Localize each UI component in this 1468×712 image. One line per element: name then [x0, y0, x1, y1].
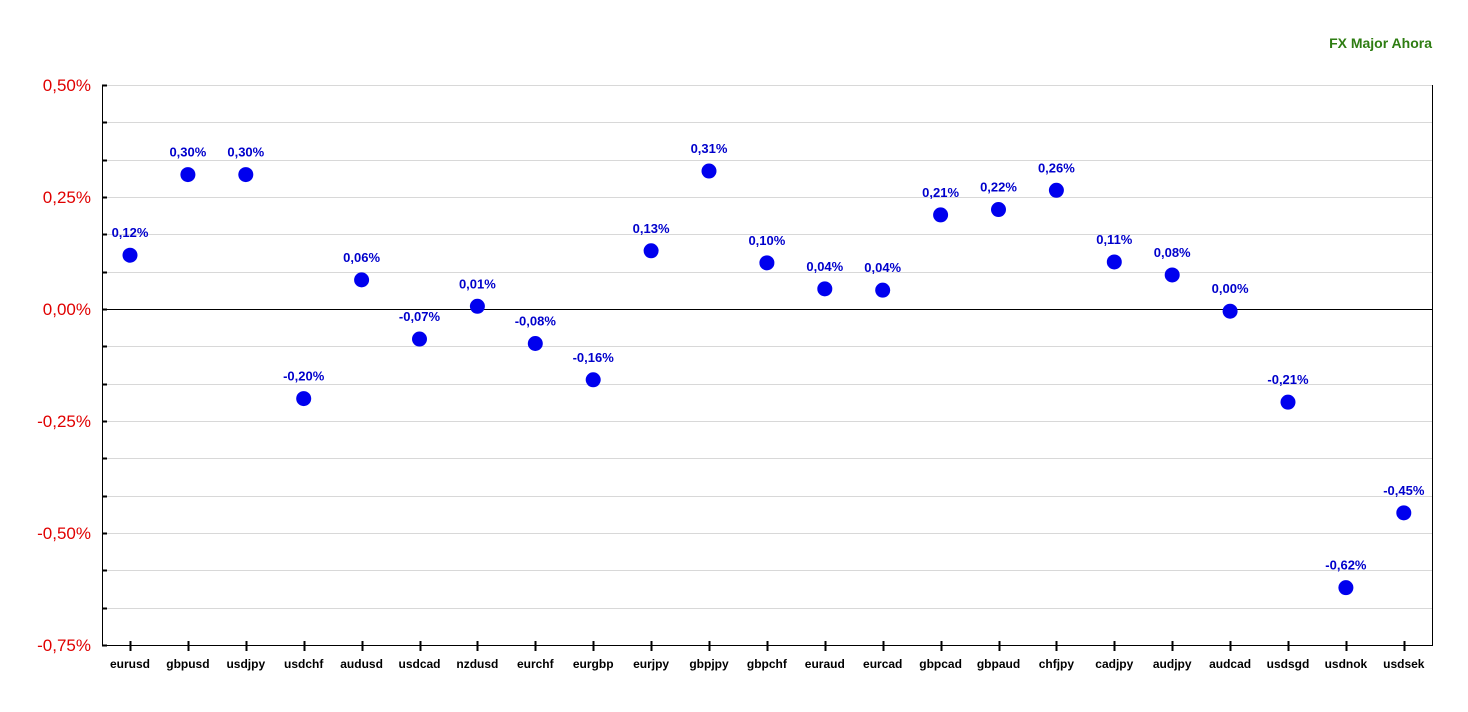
x-tick-label: chfjpy	[1039, 657, 1075, 671]
x-tick-label: usdsgd	[1267, 657, 1310, 671]
data-point	[701, 163, 717, 179]
data-label: 0,01%	[459, 276, 496, 291]
y-tick-label: -0,75%	[37, 636, 91, 655]
data-label: -0,16%	[573, 350, 615, 365]
data-label: -0,20%	[283, 369, 325, 384]
data-point	[1396, 505, 1412, 521]
x-tick-label: gbpcad	[919, 657, 962, 671]
data-point	[933, 207, 949, 223]
data-point	[296, 391, 312, 407]
data-label: 0,26%	[1038, 160, 1075, 175]
data-label: 0,10%	[748, 233, 785, 248]
x-tick-label: audcad	[1209, 657, 1251, 671]
x-tick-label: usdnok	[1325, 657, 1368, 671]
data-label: 0,31%	[691, 141, 728, 156]
x-tick-label: audjpy	[1153, 657, 1192, 671]
data-label: 0,21%	[922, 185, 959, 200]
data-label: 0,08%	[1154, 245, 1191, 260]
y-tick-label: 0,50%	[43, 76, 91, 95]
x-tick-label: usdcad	[398, 657, 440, 671]
data-point	[527, 335, 543, 351]
data-label: 0,04%	[806, 259, 843, 274]
data-point	[991, 202, 1006, 218]
data-point	[875, 282, 891, 298]
y-tick-label: -0,50%	[37, 524, 91, 543]
data-points	[122, 163, 1412, 596]
data-point	[354, 272, 370, 288]
y-tick-label: 0,25%	[43, 188, 91, 207]
data-point	[412, 331, 427, 347]
x-tick-label: usdsek	[1383, 657, 1425, 671]
data-point	[469, 298, 485, 314]
x-tick-label: gbpchf	[747, 657, 788, 671]
data-label: 0,00%	[1212, 281, 1249, 296]
x-tick-label: eurjpy	[633, 657, 669, 671]
x-tick-label: eurgbp	[573, 657, 614, 671]
x-tick-label: eurcad	[863, 657, 902, 671]
data-label: 0,13%	[633, 221, 670, 236]
x-tick-label: gbpusd	[166, 657, 209, 671]
x-tick-label: gbpjpy	[689, 657, 729, 671]
data-label: -0,21%	[1267, 372, 1309, 387]
chart-title: FX Major Ahora	[1329, 35, 1432, 51]
x-tick-label: euraud	[805, 657, 845, 671]
data-label: 0,12%	[112, 225, 149, 240]
y-tick-labels: 0,50% 0,25% 0,00% -0,25% -0,50% -0,75%	[37, 76, 91, 655]
data-labels: 0,12% 0,30% 0,30% -0,20% 0,06% -0,07% 0,01% -0,…	[112, 141, 1425, 573]
x-tick-label: usdchf	[284, 657, 324, 671]
x-tick-label: audusd	[340, 657, 383, 671]
y-tick-label: -0,25%	[37, 412, 91, 431]
data-point	[122, 247, 138, 263]
data-label: 0,30%	[169, 145, 206, 160]
data-point	[180, 167, 196, 183]
data-label: 0,11%	[1096, 232, 1133, 247]
data-point	[1280, 394, 1296, 410]
x-tick-label: nzdusd	[456, 657, 498, 671]
data-point	[238, 167, 254, 183]
data-point	[585, 372, 601, 388]
x-tick-label: cadjpy	[1095, 657, 1133, 671]
x-tick-label: eurusd	[110, 657, 150, 671]
x-tick-labels: eurusd gbpusd usdjpy usdchf audusd usdcad nzdu…	[110, 657, 1425, 671]
data-point	[817, 281, 833, 297]
data-point	[643, 243, 659, 259]
data-label: 0,04%	[864, 260, 901, 275]
data-label: 0,06%	[343, 250, 380, 265]
data-label: 0,22%	[980, 180, 1017, 195]
x-tick-label: usdjpy	[226, 657, 265, 671]
data-point	[1222, 303, 1238, 319]
x-tick-label: eurchf	[517, 657, 555, 671]
data-point	[1106, 254, 1122, 270]
data-point	[1338, 580, 1354, 596]
data-point	[1048, 182, 1064, 198]
data-point	[1164, 267, 1180, 283]
data-label: -0,07%	[399, 309, 441, 324]
data-point	[759, 255, 775, 271]
axes	[102, 84, 1433, 651]
data-label: 0,30%	[227, 145, 264, 160]
x-tick-label: gbpaud	[977, 657, 1020, 671]
y-tick-label: 0,00%	[43, 300, 91, 319]
data-label: -0,62%	[1325, 558, 1367, 573]
grid-lines	[102, 85, 1432, 646]
data-label: -0,45%	[1383, 483, 1425, 498]
data-label: -0,08%	[515, 313, 557, 328]
